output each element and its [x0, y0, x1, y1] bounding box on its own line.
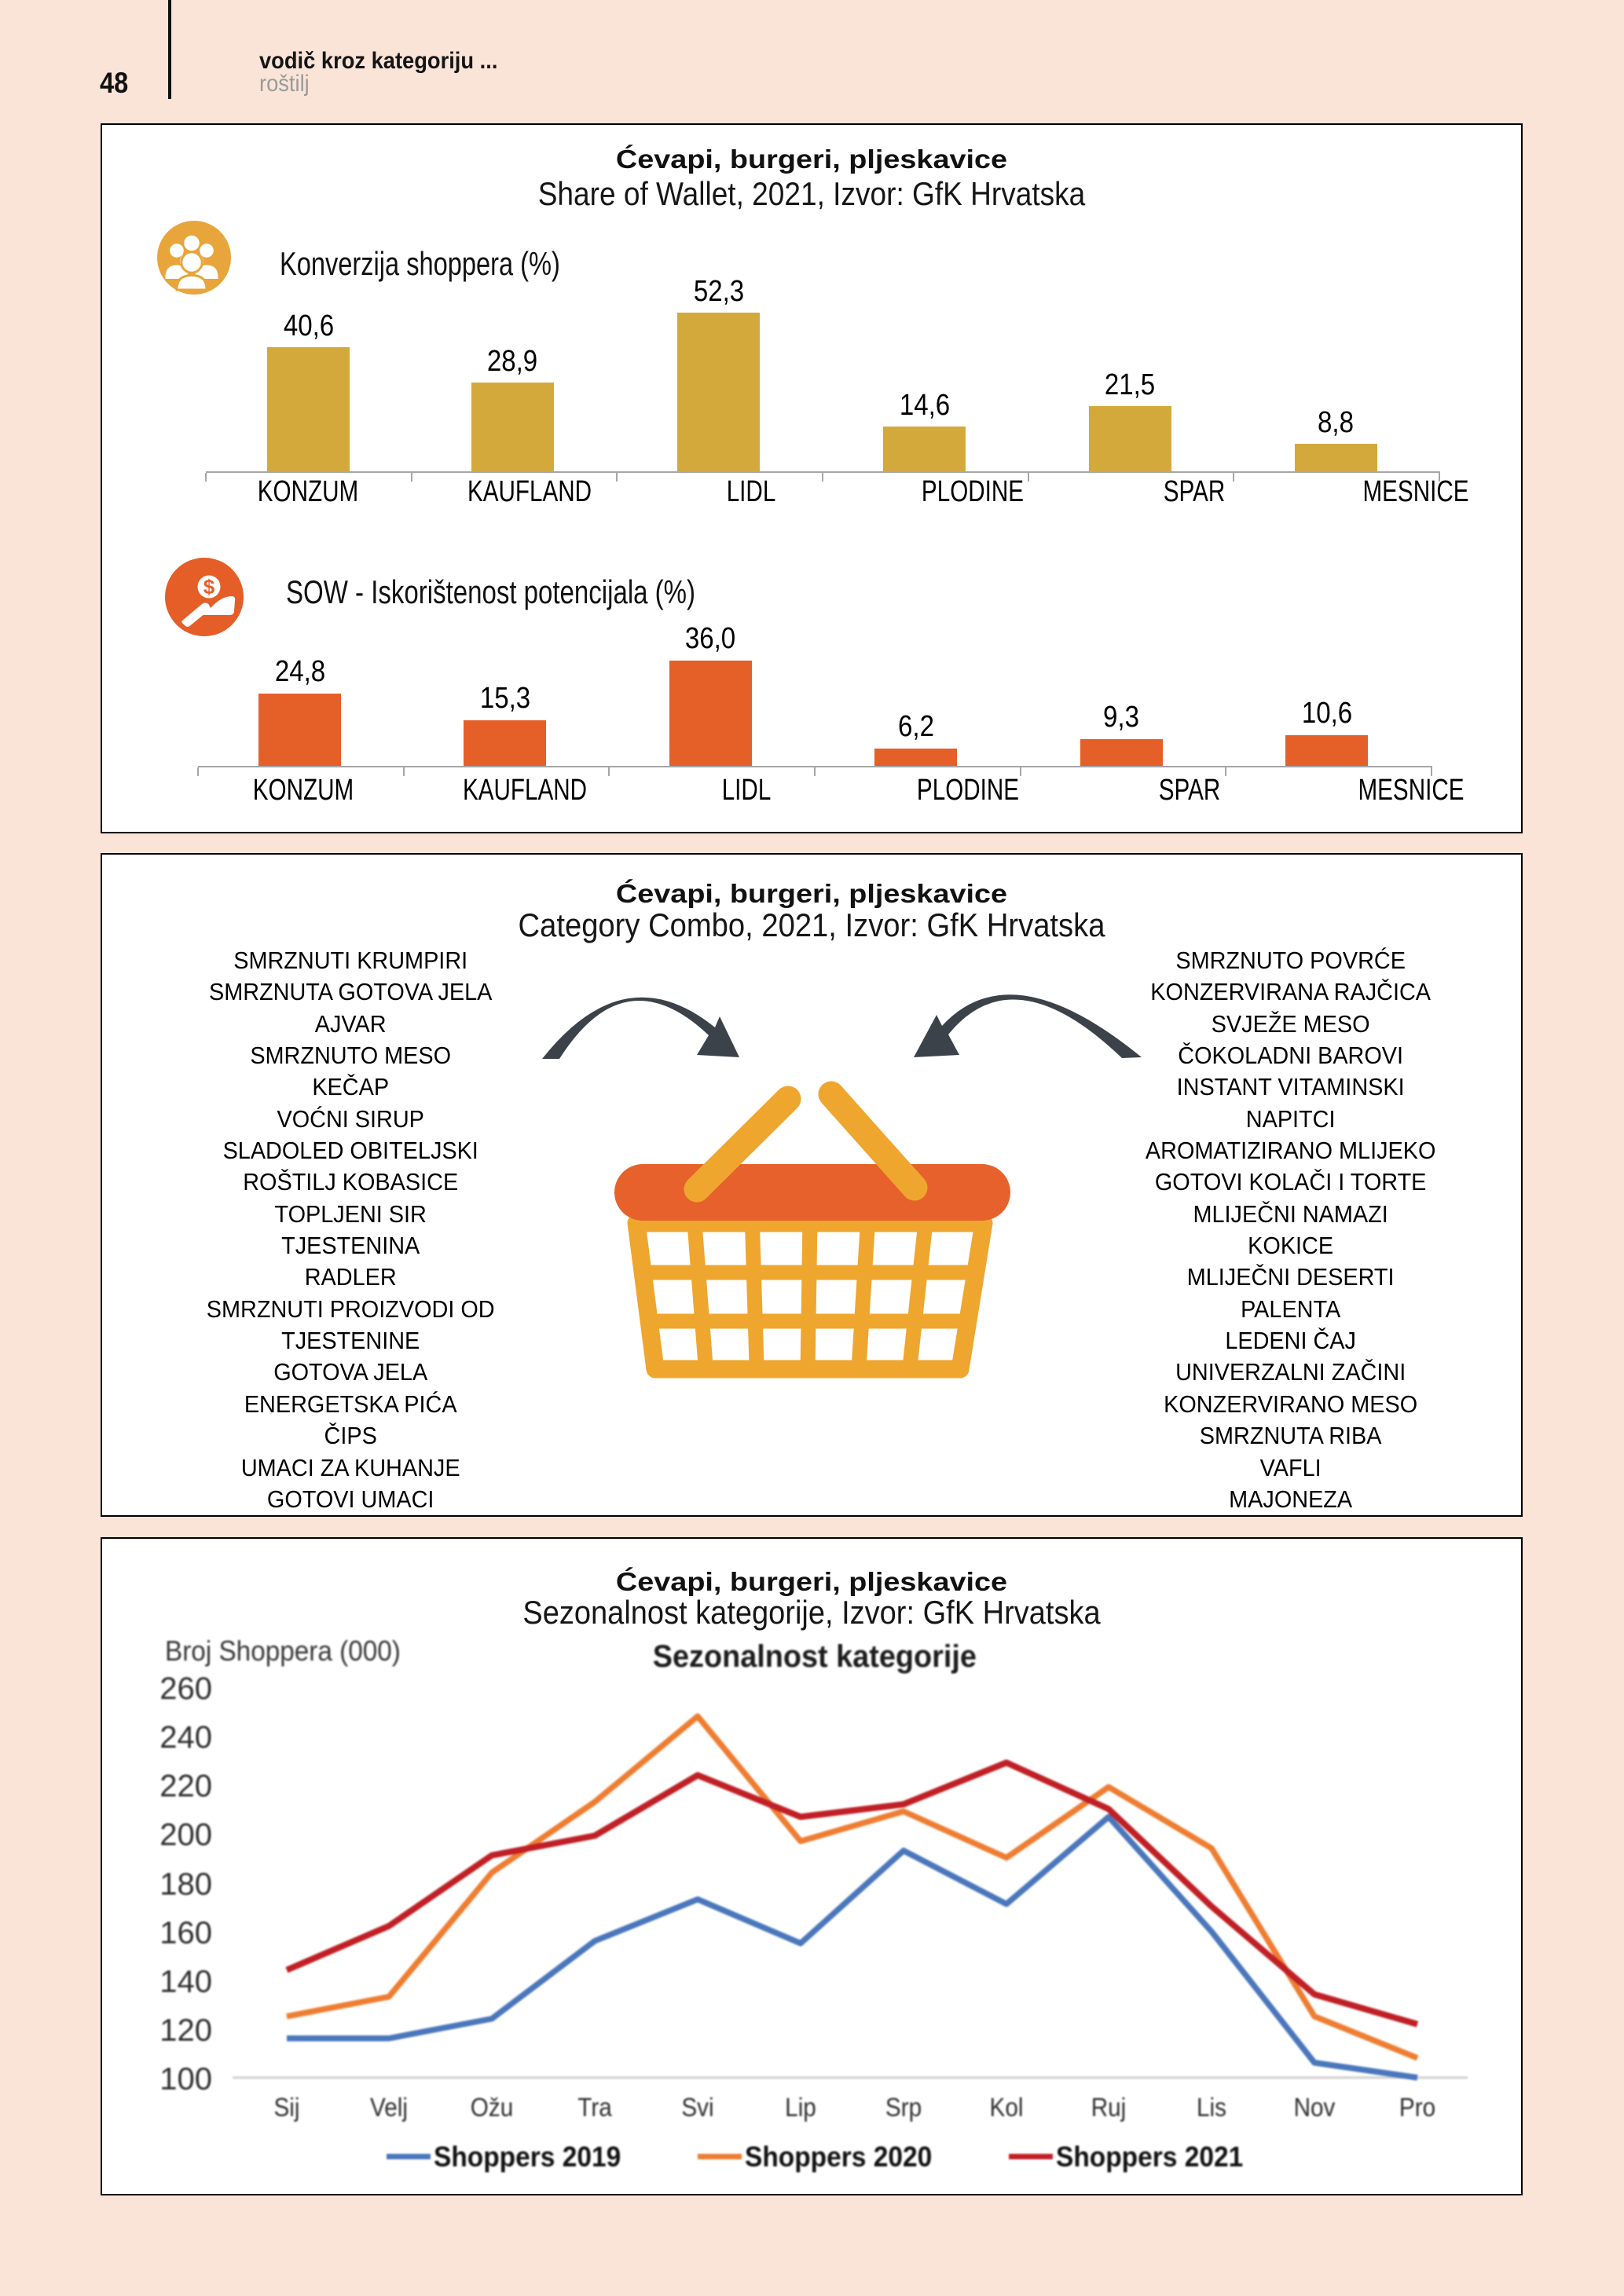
svg-text:$: $ — [203, 575, 215, 599]
